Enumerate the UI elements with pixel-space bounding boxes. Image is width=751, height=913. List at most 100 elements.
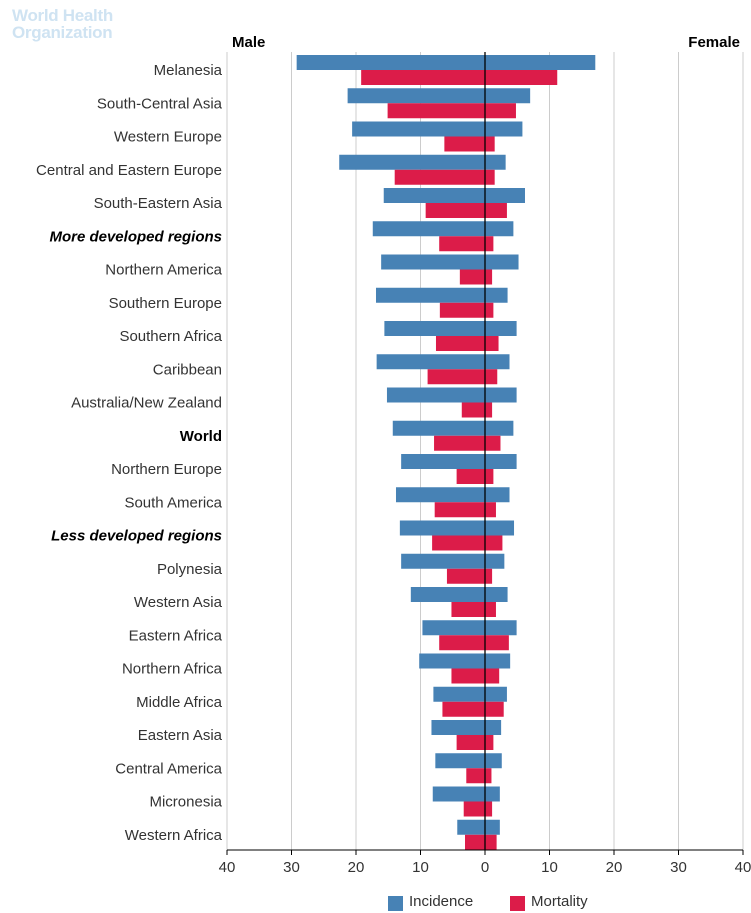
- x-tick-label: 40: [735, 859, 751, 876]
- category-label: Western Africa: [125, 827, 223, 844]
- bar-female-incidence: [485, 354, 510, 370]
- bar-male-mortality: [456, 735, 485, 750]
- bar-female-mortality: [485, 435, 501, 451]
- x-tick-label: 10: [412, 859, 429, 876]
- bar-female-incidence: [485, 55, 596, 70]
- bar-male-incidence: [375, 287, 485, 303]
- bar-male-incidence: [401, 553, 485, 569]
- category-label: Micronesia: [149, 794, 222, 811]
- bar-male-incidence: [392, 420, 485, 436]
- bar-female-mortality: [485, 70, 558, 85]
- logo-line-2: Organization: [12, 23, 113, 42]
- bar-male-mortality: [387, 103, 485, 119]
- category-label: Southern Europe: [109, 295, 222, 312]
- bar-female-incidence: [485, 287, 508, 303]
- bar-female-incidence: [485, 321, 517, 336]
- category-label: Western Europe: [114, 129, 222, 146]
- bar-male-incidence: [422, 620, 485, 636]
- bar-male-incidence: [296, 55, 485, 70]
- bar-female-mortality: [485, 136, 495, 152]
- category-label: Northern America: [105, 262, 222, 279]
- bar-female-mortality: [485, 602, 496, 617]
- category-label: South America: [124, 494, 222, 511]
- x-tick-label: 10: [541, 859, 558, 876]
- bar-female-incidence: [485, 720, 502, 735]
- bar-female-incidence: [485, 520, 515, 536]
- bar-female-mortality: [485, 502, 496, 518]
- bar-male-mortality: [446, 568, 485, 584]
- bar-male-incidence: [384, 321, 485, 336]
- category-label: Western Asia: [134, 594, 223, 611]
- category-label: South-Eastern Asia: [94, 195, 223, 212]
- legend-swatch-mortality: [510, 896, 525, 911]
- category-label: Caribbean: [153, 361, 222, 378]
- x-tick-label: 20: [606, 859, 623, 876]
- bar-female-incidence: [485, 686, 507, 702]
- x-tick-label: 30: [670, 859, 687, 876]
- bar-female-mortality: [485, 469, 494, 484]
- bar-male-incidence: [386, 387, 485, 403]
- category-label: Eastern Asia: [138, 727, 223, 744]
- bar-female-mortality: [485, 801, 493, 817]
- logo-line-1: World Health: [12, 6, 113, 25]
- category-label: South-Central Asia: [97, 95, 223, 112]
- x-tick-label: 40: [219, 859, 236, 876]
- bar-female-incidence: [485, 454, 517, 469]
- x-tick-label: 20: [348, 859, 365, 876]
- bar-male-incidence: [457, 819, 485, 835]
- bar-female-mortality: [485, 103, 516, 119]
- legend-label-mortality: Mortality: [531, 893, 588, 910]
- bar-male-mortality: [434, 435, 485, 451]
- bar-female-mortality: [485, 535, 503, 551]
- bar-female-incidence: [485, 753, 502, 769]
- bar-male-mortality: [439, 236, 485, 252]
- bar-male-mortality: [456, 469, 485, 484]
- bar-male-mortality: [442, 701, 485, 717]
- bar-female-mortality: [485, 834, 497, 850]
- bar-female-mortality: [485, 402, 493, 418]
- x-tick-label: 0: [481, 859, 489, 876]
- category-label: Northern Europe: [111, 461, 222, 478]
- bar-female-incidence: [485, 653, 511, 669]
- bar-male-incidence: [433, 686, 485, 702]
- bar-male-mortality: [451, 602, 485, 617]
- bar-female-incidence: [485, 88, 531, 104]
- bar-female-mortality: [485, 668, 500, 684]
- category-label: Northern Africa: [122, 661, 223, 678]
- category-labels: Melanesia South-Central Asia Western Europ…: [36, 62, 223, 844]
- bar-male-mortality: [466, 768, 485, 784]
- bar-male-mortality: [439, 635, 485, 651]
- legend-label-incidence: Incidence: [409, 893, 474, 910]
- legend-swatch-incidence: [388, 896, 403, 911]
- bar-male-mortality: [461, 402, 485, 418]
- bar-female-mortality: [485, 203, 507, 218]
- bar-male-incidence: [401, 454, 485, 469]
- axes: 40 30 20 10 0 10 20 30 40: [219, 52, 751, 876]
- bar-female-incidence: [485, 387, 517, 403]
- bar-male-mortality: [459, 269, 485, 285]
- bar-female-incidence: [485, 819, 500, 835]
- bar-male-incidence: [435, 753, 485, 769]
- category-label: Central and Eastern Europe: [36, 162, 222, 179]
- bar-male-incidence: [381, 254, 485, 270]
- bar-male-mortality: [432, 535, 485, 551]
- bar-female-incidence: [485, 121, 523, 137]
- category-label: Polynesia: [157, 561, 223, 578]
- bar-male-incidence: [372, 221, 485, 237]
- male-side-label: Male: [232, 34, 265, 51]
- bar-male-mortality: [444, 136, 485, 152]
- bar-male-mortality: [361, 70, 485, 85]
- category-label: More developed regions: [49, 228, 222, 245]
- bar-female-mortality: [485, 701, 504, 717]
- bar-male-incidence: [352, 121, 485, 137]
- category-label: Central America: [115, 760, 222, 777]
- bar-male-incidence: [383, 188, 485, 203]
- bars: [296, 55, 596, 850]
- bar-male-incidence: [399, 520, 485, 536]
- bar-male-mortality: [427, 369, 485, 385]
- bar-male-mortality: [439, 302, 485, 318]
- bar-male-incidence: [431, 720, 485, 735]
- bar-male-mortality: [451, 668, 485, 684]
- bar-male-incidence: [376, 354, 485, 370]
